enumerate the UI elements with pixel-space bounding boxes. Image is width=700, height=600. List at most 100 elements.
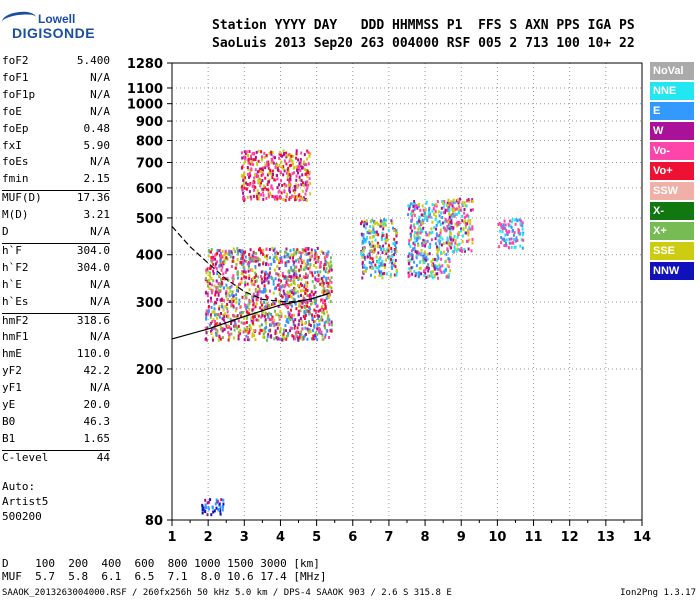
echo-point bbox=[503, 238, 506, 242]
echo-point bbox=[276, 173, 279, 177]
echo-point bbox=[276, 194, 279, 198]
echo-point bbox=[303, 168, 306, 172]
echo-point bbox=[292, 323, 295, 326]
echo-point bbox=[279, 327, 282, 331]
echo-point bbox=[222, 313, 225, 317]
echo-point bbox=[308, 328, 311, 332]
echo-point bbox=[408, 252, 411, 256]
echo-point bbox=[447, 242, 450, 246]
echo-point bbox=[374, 270, 377, 274]
echo-point bbox=[204, 290, 207, 294]
echo-point bbox=[221, 317, 224, 321]
echo-point bbox=[390, 273, 392, 277]
echo-point bbox=[295, 251, 298, 255]
echo-point bbox=[247, 269, 250, 273]
echo-point bbox=[304, 249, 307, 253]
echo-point bbox=[519, 231, 522, 235]
echo-point bbox=[507, 223, 510, 227]
echo-point bbox=[361, 260, 364, 264]
echo-point bbox=[237, 319, 240, 323]
echo-point bbox=[244, 159, 247, 163]
echo-point bbox=[307, 309, 310, 313]
echo-point bbox=[422, 221, 425, 224]
echo-point bbox=[240, 321, 243, 325]
legend-item-ssw: SSW bbox=[650, 182, 694, 200]
echo-point bbox=[505, 241, 507, 245]
echo-point bbox=[235, 297, 238, 301]
echo-point bbox=[297, 338, 300, 342]
echo-point bbox=[284, 275, 287, 279]
echo-point bbox=[293, 282, 296, 286]
echo-point bbox=[262, 290, 264, 294]
echo-point bbox=[443, 202, 446, 206]
echo-point bbox=[249, 174, 252, 178]
echo-point bbox=[317, 273, 320, 277]
echo-point bbox=[328, 285, 331, 289]
echo-point bbox=[276, 272, 279, 276]
echo-point bbox=[219, 259, 222, 263]
echo-point bbox=[447, 275, 450, 279]
echo-point bbox=[331, 323, 333, 327]
echo-point bbox=[443, 227, 446, 231]
echo-point bbox=[503, 244, 506, 247]
echo-point bbox=[304, 291, 307, 295]
echo-point bbox=[303, 335, 306, 338]
echo-point bbox=[207, 310, 210, 314]
echo-point bbox=[503, 225, 506, 229]
echo-point bbox=[251, 254, 254, 258]
echo-point bbox=[369, 236, 372, 240]
echo-point bbox=[290, 196, 293, 200]
echo-point bbox=[463, 220, 466, 224]
echo-point bbox=[412, 248, 415, 252]
echo-point bbox=[239, 328, 242, 332]
echo-point bbox=[303, 268, 306, 271]
echo-point bbox=[265, 263, 267, 266]
echo-point bbox=[447, 239, 450, 243]
echo-point bbox=[254, 155, 257, 159]
echo-point bbox=[272, 173, 274, 176]
echo-point bbox=[276, 197, 279, 201]
echo-point bbox=[411, 254, 414, 257]
echo-point bbox=[230, 304, 233, 308]
echo-point bbox=[295, 149, 298, 153]
echo-point bbox=[446, 201, 449, 205]
echo-point bbox=[241, 250, 244, 254]
echo-point bbox=[227, 338, 230, 342]
echo-point bbox=[265, 254, 268, 258]
echo-point bbox=[449, 231, 452, 235]
echo-point bbox=[232, 277, 235, 281]
echo-point bbox=[367, 253, 370, 257]
echo-point bbox=[222, 328, 225, 332]
echo-point bbox=[208, 278, 211, 282]
echo-point bbox=[361, 241, 364, 245]
echo-point bbox=[264, 319, 267, 323]
echo-point bbox=[308, 251, 311, 255]
echo-point bbox=[244, 250, 247, 254]
echo-point bbox=[410, 212, 413, 216]
echo-point bbox=[270, 173, 273, 177]
echo-point bbox=[508, 237, 511, 241]
echo-point bbox=[460, 247, 463, 250]
echo-point bbox=[511, 229, 514, 233]
echo-point bbox=[292, 289, 295, 292]
echo-point bbox=[303, 305, 306, 309]
echo-point bbox=[362, 249, 365, 253]
echo-point bbox=[287, 302, 290, 306]
echo-point bbox=[446, 225, 449, 229]
echo-point bbox=[380, 220, 383, 224]
echo-point bbox=[312, 293, 315, 297]
muf-d-values: 100 200 400 600 800 1000 1500 3000 [km] bbox=[35, 557, 320, 570]
echo-point bbox=[286, 168, 289, 172]
param-value: 3.21 bbox=[83, 208, 111, 222]
echo-point bbox=[235, 262, 238, 266]
echo-point bbox=[234, 309, 237, 313]
echo-point bbox=[308, 312, 311, 316]
echo-point bbox=[293, 185, 296, 189]
echo-point bbox=[327, 314, 330, 318]
echo-point bbox=[291, 194, 294, 198]
echo-point bbox=[471, 241, 474, 245]
echo-point bbox=[326, 320, 329, 324]
echo-point bbox=[421, 221, 424, 225]
echo-point bbox=[393, 248, 396, 251]
echo-point bbox=[245, 275, 248, 279]
